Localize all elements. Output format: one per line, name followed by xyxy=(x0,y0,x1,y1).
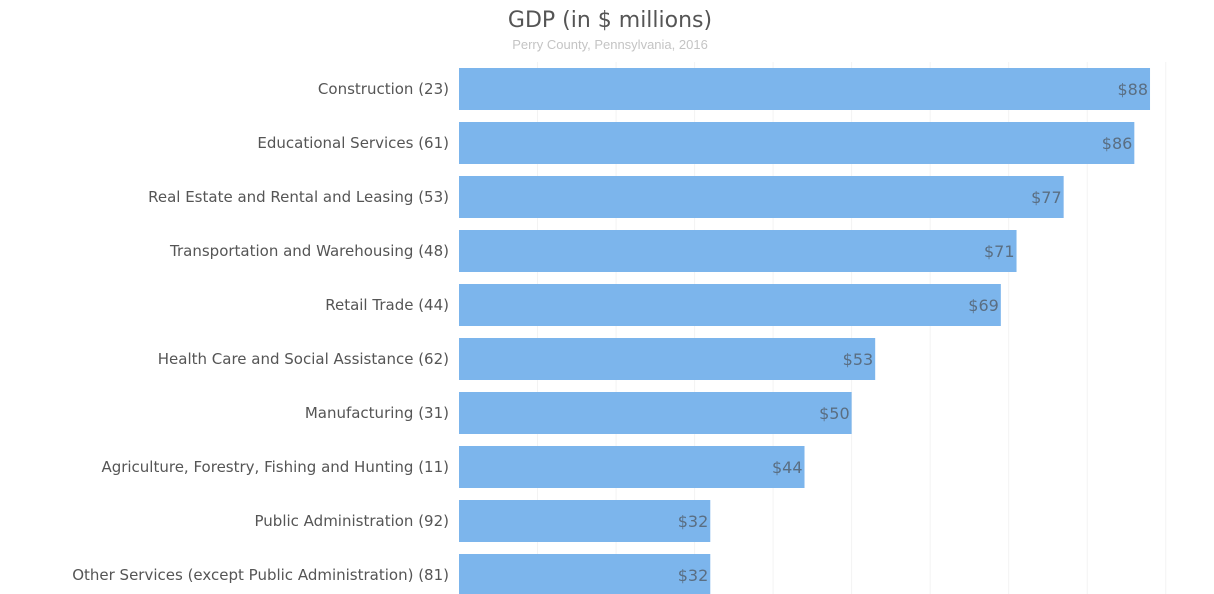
bar[interactable] xyxy=(459,554,711,594)
bar[interactable] xyxy=(459,284,1001,326)
bar[interactable] xyxy=(459,230,1017,272)
chart-subtitle: Perry County, Pennsylvania, 2016 xyxy=(512,37,708,52)
data-label: $86 xyxy=(1102,134,1133,153)
category-label: Health Care and Social Assistance (62) xyxy=(158,350,449,368)
category-label: Other Services (except Public Administra… xyxy=(72,566,449,584)
data-label: $53 xyxy=(843,350,874,369)
data-label: $32 xyxy=(678,512,709,531)
category-label: Agriculture, Forestry, Fishing and Hunti… xyxy=(101,458,449,476)
category-label: Construction (23) xyxy=(318,80,449,98)
category-label: Real Estate and Rental and Leasing (53) xyxy=(148,188,449,206)
bar[interactable] xyxy=(459,68,1151,110)
data-label: $88 xyxy=(1117,80,1148,99)
category-label: Educational Services (61) xyxy=(257,134,449,152)
data-label: $32 xyxy=(678,566,709,585)
chart-title: GDP (in $ millions) xyxy=(508,8,712,33)
bar[interactable] xyxy=(459,500,711,542)
data-label: $50 xyxy=(819,404,850,423)
bar[interactable] xyxy=(459,176,1064,218)
category-label: Manufacturing (31) xyxy=(305,404,449,422)
bar[interactable] xyxy=(459,446,805,488)
data-label: $77 xyxy=(1031,188,1062,207)
bars-layer xyxy=(459,68,1151,594)
bar[interactable] xyxy=(459,122,1135,164)
category-label: Public Administration (92) xyxy=(255,512,449,530)
data-label: $44 xyxy=(772,458,803,477)
data-label: $71 xyxy=(984,242,1015,261)
category-label: Retail Trade (44) xyxy=(325,296,449,314)
value-labels: $88 $86 $77 $71 $69 $53 $50 $44 $32 $32 xyxy=(678,80,1148,585)
data-label: $69 xyxy=(968,296,999,315)
bar[interactable] xyxy=(459,338,876,380)
category-labels: Construction (23) Educational Services (6… xyxy=(72,80,449,584)
category-label: Transportation and Warehousing (48) xyxy=(169,242,449,260)
bar[interactable] xyxy=(459,392,852,434)
